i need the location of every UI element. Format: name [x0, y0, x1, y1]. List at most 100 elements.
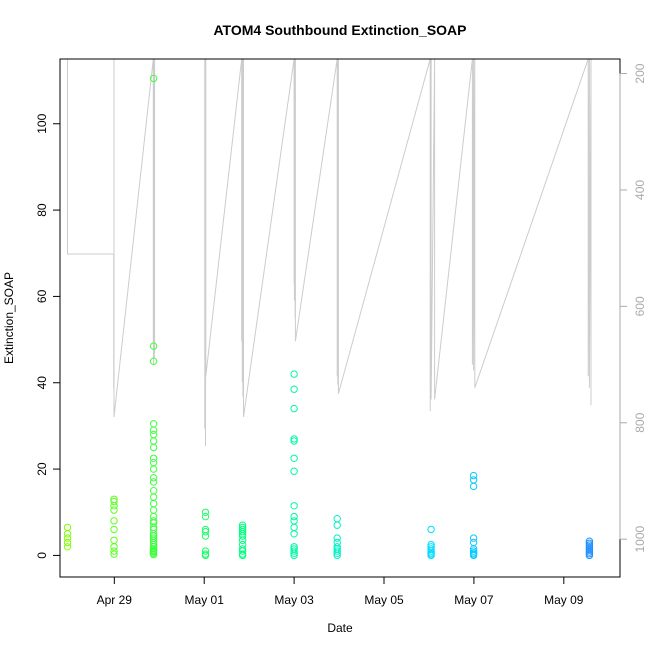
data-point	[201, 550, 210, 558]
chart-title: ATOM4 Southbound Extinction_SOAP	[213, 22, 466, 38]
data-point	[149, 342, 158, 350]
y-tick-label: 40	[35, 376, 49, 390]
x-axis-title: Date	[327, 621, 353, 635]
y-tick-label: 100	[35, 113, 49, 133]
data-point	[427, 543, 435, 551]
y-axis-title: Extinction_SOAP	[2, 272, 16, 364]
data-point	[149, 543, 158, 551]
data-point	[149, 546, 158, 554]
y-axis: 0 20 40 60 80 100	[35, 113, 61, 559]
data-point	[149, 478, 158, 486]
data-point	[63, 543, 72, 551]
y2-tick-label: 1000	[633, 525, 647, 552]
data-point	[469, 482, 478, 491]
x-tick-label: May 07	[454, 593, 494, 607]
data-point	[290, 385, 298, 393]
x-tick-label: Apr 29	[97, 593, 133, 607]
data-point	[63, 538, 72, 547]
data-point	[427, 525, 435, 534]
data-point	[110, 517, 118, 525]
y-tick-label: 0	[35, 552, 49, 559]
data-point	[201, 528, 210, 536]
data-point	[149, 454, 158, 462]
data-point	[290, 404, 298, 413]
data-point	[149, 430, 158, 439]
data-point	[149, 420, 158, 428]
data-point	[333, 515, 341, 523]
data-point	[333, 543, 341, 551]
data-point	[469, 471, 478, 480]
data-point	[110, 543, 118, 551]
data-point	[149, 538, 158, 547]
data-point	[290, 502, 298, 510]
data-point	[290, 530, 298, 538]
data-point	[149, 550, 158, 559]
data-point	[149, 74, 158, 83]
data-point	[333, 538, 341, 547]
data-point	[238, 540, 247, 549]
y2-axis: 200 400 600 800 1000	[619, 63, 647, 553]
y-tick-label: 60	[35, 289, 49, 303]
data-point	[469, 538, 478, 547]
data-point	[290, 545, 298, 553]
x-tick-label: May 05	[364, 593, 404, 607]
data-point	[201, 508, 210, 516]
data-point	[149, 499, 158, 508]
data-point	[238, 521, 247, 529]
data-point	[290, 467, 298, 475]
data-point	[63, 523, 72, 532]
data-point	[290, 523, 298, 532]
data-point	[290, 435, 298, 443]
data-point	[333, 534, 341, 542]
data-point	[63, 534, 72, 542]
data-point	[290, 370, 298, 378]
data-point	[110, 536, 118, 544]
data-point	[469, 534, 478, 542]
data-points	[63, 74, 594, 560]
data-point	[290, 437, 298, 445]
data-point	[110, 550, 118, 558]
data-point	[110, 525, 118, 534]
data-point	[290, 547, 298, 555]
y2-tick-label: 600	[633, 296, 647, 316]
data-point	[427, 545, 435, 553]
data-point	[149, 458, 158, 467]
data-point	[149, 443, 158, 452]
data-point	[585, 539, 594, 547]
data-point	[110, 497, 118, 506]
x-tick-label: May 01	[185, 593, 225, 607]
data-point	[290, 543, 298, 551]
data-point	[290, 454, 298, 462]
data-point	[469, 476, 478, 484]
data-point	[110, 506, 118, 514]
data-point	[238, 550, 247, 558]
data-point	[149, 517, 158, 525]
secondary-series-line	[67, 59, 592, 447]
data-point	[427, 540, 435, 549]
data-point	[110, 547, 118, 555]
data-point	[585, 537, 594, 545]
data-point	[238, 545, 247, 553]
data-point	[149, 493, 158, 501]
x-axis: Apr 29 May 01 May 03 May 05 May 07 May 09	[97, 576, 584, 607]
y2-tick-label: 200	[633, 63, 647, 83]
data-point	[149, 426, 158, 434]
data-point	[149, 506, 158, 514]
data-point	[238, 523, 247, 532]
y2-tick-label: 800	[633, 412, 647, 432]
data-point	[149, 474, 158, 482]
data-point	[63, 530, 72, 538]
y2-tick-label: 400	[633, 180, 647, 200]
data-point	[110, 495, 118, 503]
data-point	[201, 547, 210, 555]
data-point	[201, 525, 210, 534]
x-tick-label: May 03	[274, 593, 314, 607]
data-point	[149, 437, 158, 445]
data-point	[149, 357, 158, 365]
data-point	[469, 547, 478, 555]
data-point	[290, 512, 298, 521]
data-point	[238, 525, 247, 534]
data-point	[290, 517, 298, 525]
y-tick-label: 20	[35, 462, 49, 476]
